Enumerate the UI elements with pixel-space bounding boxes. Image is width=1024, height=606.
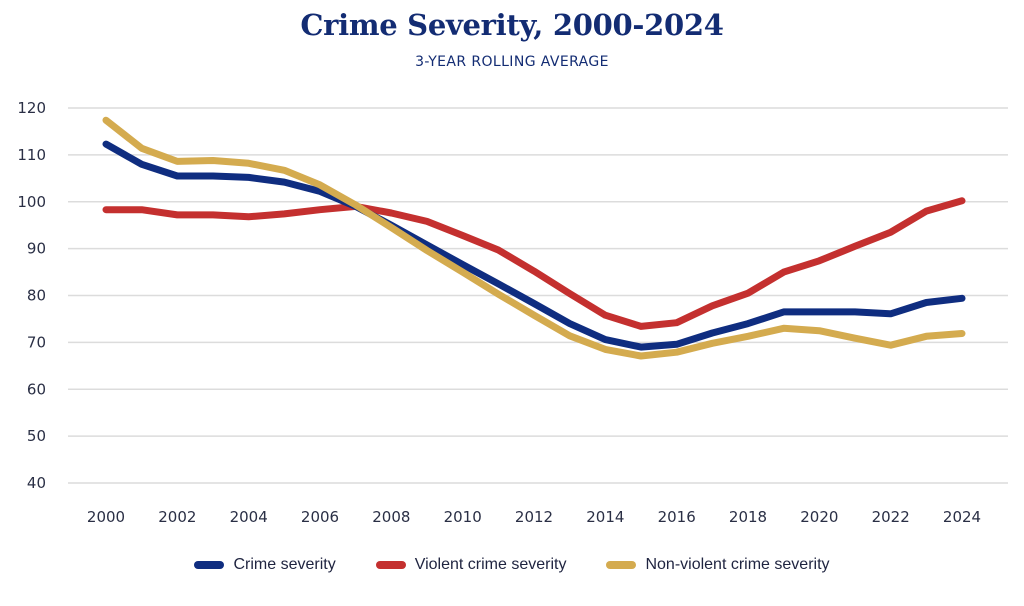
- y-tick-label: 50: [27, 427, 46, 445]
- legend-item-crime-severity[interactable]: Crime severity: [194, 556, 336, 574]
- y-tick-label: 40: [27, 474, 46, 492]
- series-line-non-violent-crime-severity: [102, 116, 966, 360]
- x-tick-label: 2004: [230, 508, 268, 526]
- x-tick-label: 2020: [800, 508, 838, 526]
- x-tick-label: 2002: [158, 508, 196, 526]
- legend-label: Violent crime severity: [414, 556, 567, 573]
- legend-swatch-non-violent-crime-severity: [606, 561, 637, 569]
- legend-item-non-violent-crime-severity[interactable]: Non-violent crime severity: [606, 556, 830, 574]
- y-axis-ticks: 40 50 60 70 80 90 100 110 120: [17, 99, 46, 492]
- x-tick-label: 2016: [658, 508, 696, 526]
- y-tick-label: 120: [17, 99, 46, 117]
- y-tick-label: 70: [27, 333, 46, 351]
- y-tick-label: 110: [17, 146, 46, 164]
- legend-swatch-crime-severity: [194, 561, 225, 569]
- x-tick-label: 2022: [872, 508, 910, 526]
- series-line-crime-severity: [102, 140, 966, 351]
- y-tick-label: 90: [27, 240, 46, 258]
- legend-swatch-violent-crime-severity: [375, 561, 406, 569]
- legend-item-violent-crime-severity[interactable]: Violent crime severity: [375, 556, 567, 574]
- x-tick-label: 2010: [444, 508, 482, 526]
- gridlines: [68, 107, 1008, 484]
- x-tick-label: 2024: [943, 508, 981, 526]
- y-tick-label: 100: [17, 193, 46, 211]
- x-tick-label: 2014: [586, 508, 624, 526]
- x-tick-label: 2006: [301, 508, 339, 526]
- x-tick-label: 2012: [515, 508, 553, 526]
- legend-label: Crime severity: [233, 556, 336, 573]
- series-line-violent-crime-severity: [102, 197, 966, 330]
- chart-title: Crime Severity, 2000-2024: [300, 8, 724, 42]
- chart-subtitle: 3-YEAR ROLLING AVERAGE: [415, 54, 609, 70]
- x-tick-label: 2008: [372, 508, 410, 526]
- series-lines: [102, 116, 966, 360]
- x-tick-label: 2000: [87, 508, 125, 526]
- y-tick-label: 80: [27, 287, 46, 305]
- y-tick-label: 60: [27, 380, 46, 398]
- x-axis-ticks: 2000 2002 2004 2006 2008 2010 2012 2014 2016 2018…: [87, 508, 981, 526]
- legend: Crime severity Violent crime severity No…: [0, 556, 1024, 574]
- x-tick-label: 2018: [729, 508, 767, 526]
- legend-label: Non-violent crime severity: [645, 556, 830, 573]
